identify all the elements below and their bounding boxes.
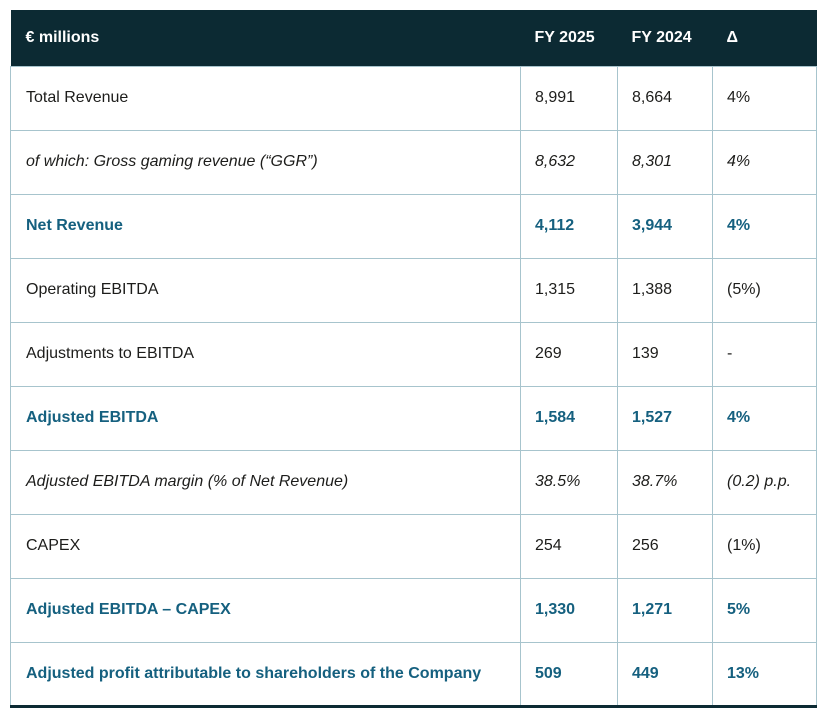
table-row: CAPEX 254 256 (1%): [10, 513, 817, 579]
delta-value-cell: 5%: [712, 577, 817, 643]
metric-label-cell: Adjusted profit attributable to sharehol…: [10, 641, 521, 708]
table-row: Adjusted EBITDA 1,584 1,527 4%: [10, 385, 817, 451]
column-header-fy2025: FY 2025: [520, 10, 618, 66]
metric-label-cell: Adjusted EBITDA: [10, 385, 521, 451]
delta-value-cell: (1%): [712, 513, 817, 579]
financial-summary-table: € millions FY 2025 FY 2024 Δ Total Reven…: [10, 10, 817, 708]
fy2024-value-cell: 1,527: [617, 385, 713, 451]
column-header-delta: Δ: [712, 10, 817, 66]
fy2024-value-cell: 38.7%: [617, 449, 713, 515]
metric-label-cell: Net Revenue: [10, 193, 521, 259]
delta-value-cell: -: [712, 321, 817, 387]
header-row: € millions FY 2025 FY 2024 Δ: [10, 10, 817, 66]
fy2024-value-cell: 449: [617, 641, 713, 708]
fy2025-value-cell: 1,330: [520, 577, 618, 643]
fy2025-value-cell: 38.5%: [520, 449, 618, 515]
delta-value-cell: (5%): [712, 257, 817, 323]
fy2025-value-cell: 509: [520, 641, 618, 708]
table-row: Total Revenue 8,991 8,664 4%: [10, 65, 817, 131]
table-row: of which: Gross gaming revenue (“GGR”) 8…: [10, 129, 817, 195]
fy2024-value-cell: 1,271: [617, 577, 713, 643]
table-row: Net Revenue 4,112 3,944 4%: [10, 193, 817, 259]
fy2025-value-cell: 1,315: [520, 257, 618, 323]
column-header-metric: € millions: [10, 10, 521, 66]
delta-value-cell: (0.2) p.p.: [712, 449, 817, 515]
delta-value-cell: 4%: [712, 65, 817, 131]
column-header-fy2024: FY 2024: [617, 10, 713, 66]
metric-label-cell: of which: Gross gaming revenue (“GGR”): [10, 129, 521, 195]
delta-value-cell: 4%: [712, 129, 817, 195]
table-row: Adjusted profit attributable to sharehol…: [10, 641, 817, 708]
fy2025-value-cell: 8,632: [520, 129, 618, 195]
table-row: Adjusted EBITDA – CAPEX 1,330 1,271 5%: [10, 577, 817, 643]
delta-value-cell: 13%: [712, 641, 817, 708]
fy2024-value-cell: 8,664: [617, 65, 713, 131]
table-row: Adjustments to EBITDA 269 139 -: [10, 321, 817, 387]
metric-label-cell: Operating EBITDA: [10, 257, 521, 323]
delta-value-cell: 4%: [712, 193, 817, 259]
table-header: € millions FY 2025 FY 2024 Δ: [10, 10, 817, 66]
metric-label-cell: Adjusted EBITDA – CAPEX: [10, 577, 521, 643]
fy2025-value-cell: 8,991: [520, 65, 618, 131]
fy2025-value-cell: 1,584: [520, 385, 618, 451]
metric-label-cell: Adjusted EBITDA margin (% of Net Revenue…: [10, 449, 521, 515]
table-body: Total Revenue 8,991 8,664 4% of which: G…: [10, 65, 817, 708]
delta-value-cell: 4%: [712, 385, 817, 451]
fy2025-value-cell: 4,112: [520, 193, 618, 259]
fy2025-value-cell: 269: [520, 321, 618, 387]
table-row: Operating EBITDA 1,315 1,388 (5%): [10, 257, 817, 323]
metric-label-cell: CAPEX: [10, 513, 521, 579]
metric-label-cell: Adjustments to EBITDA: [10, 321, 521, 387]
table-row: Adjusted EBITDA margin (% of Net Revenue…: [10, 449, 817, 515]
fy2024-value-cell: 8,301: [617, 129, 713, 195]
fy2024-value-cell: 139: [617, 321, 713, 387]
fy2024-value-cell: 256: [617, 513, 713, 579]
fy2024-value-cell: 1,388: [617, 257, 713, 323]
fy2025-value-cell: 254: [520, 513, 618, 579]
fy2024-value-cell: 3,944: [617, 193, 713, 259]
metric-label-cell: Total Revenue: [10, 65, 521, 131]
